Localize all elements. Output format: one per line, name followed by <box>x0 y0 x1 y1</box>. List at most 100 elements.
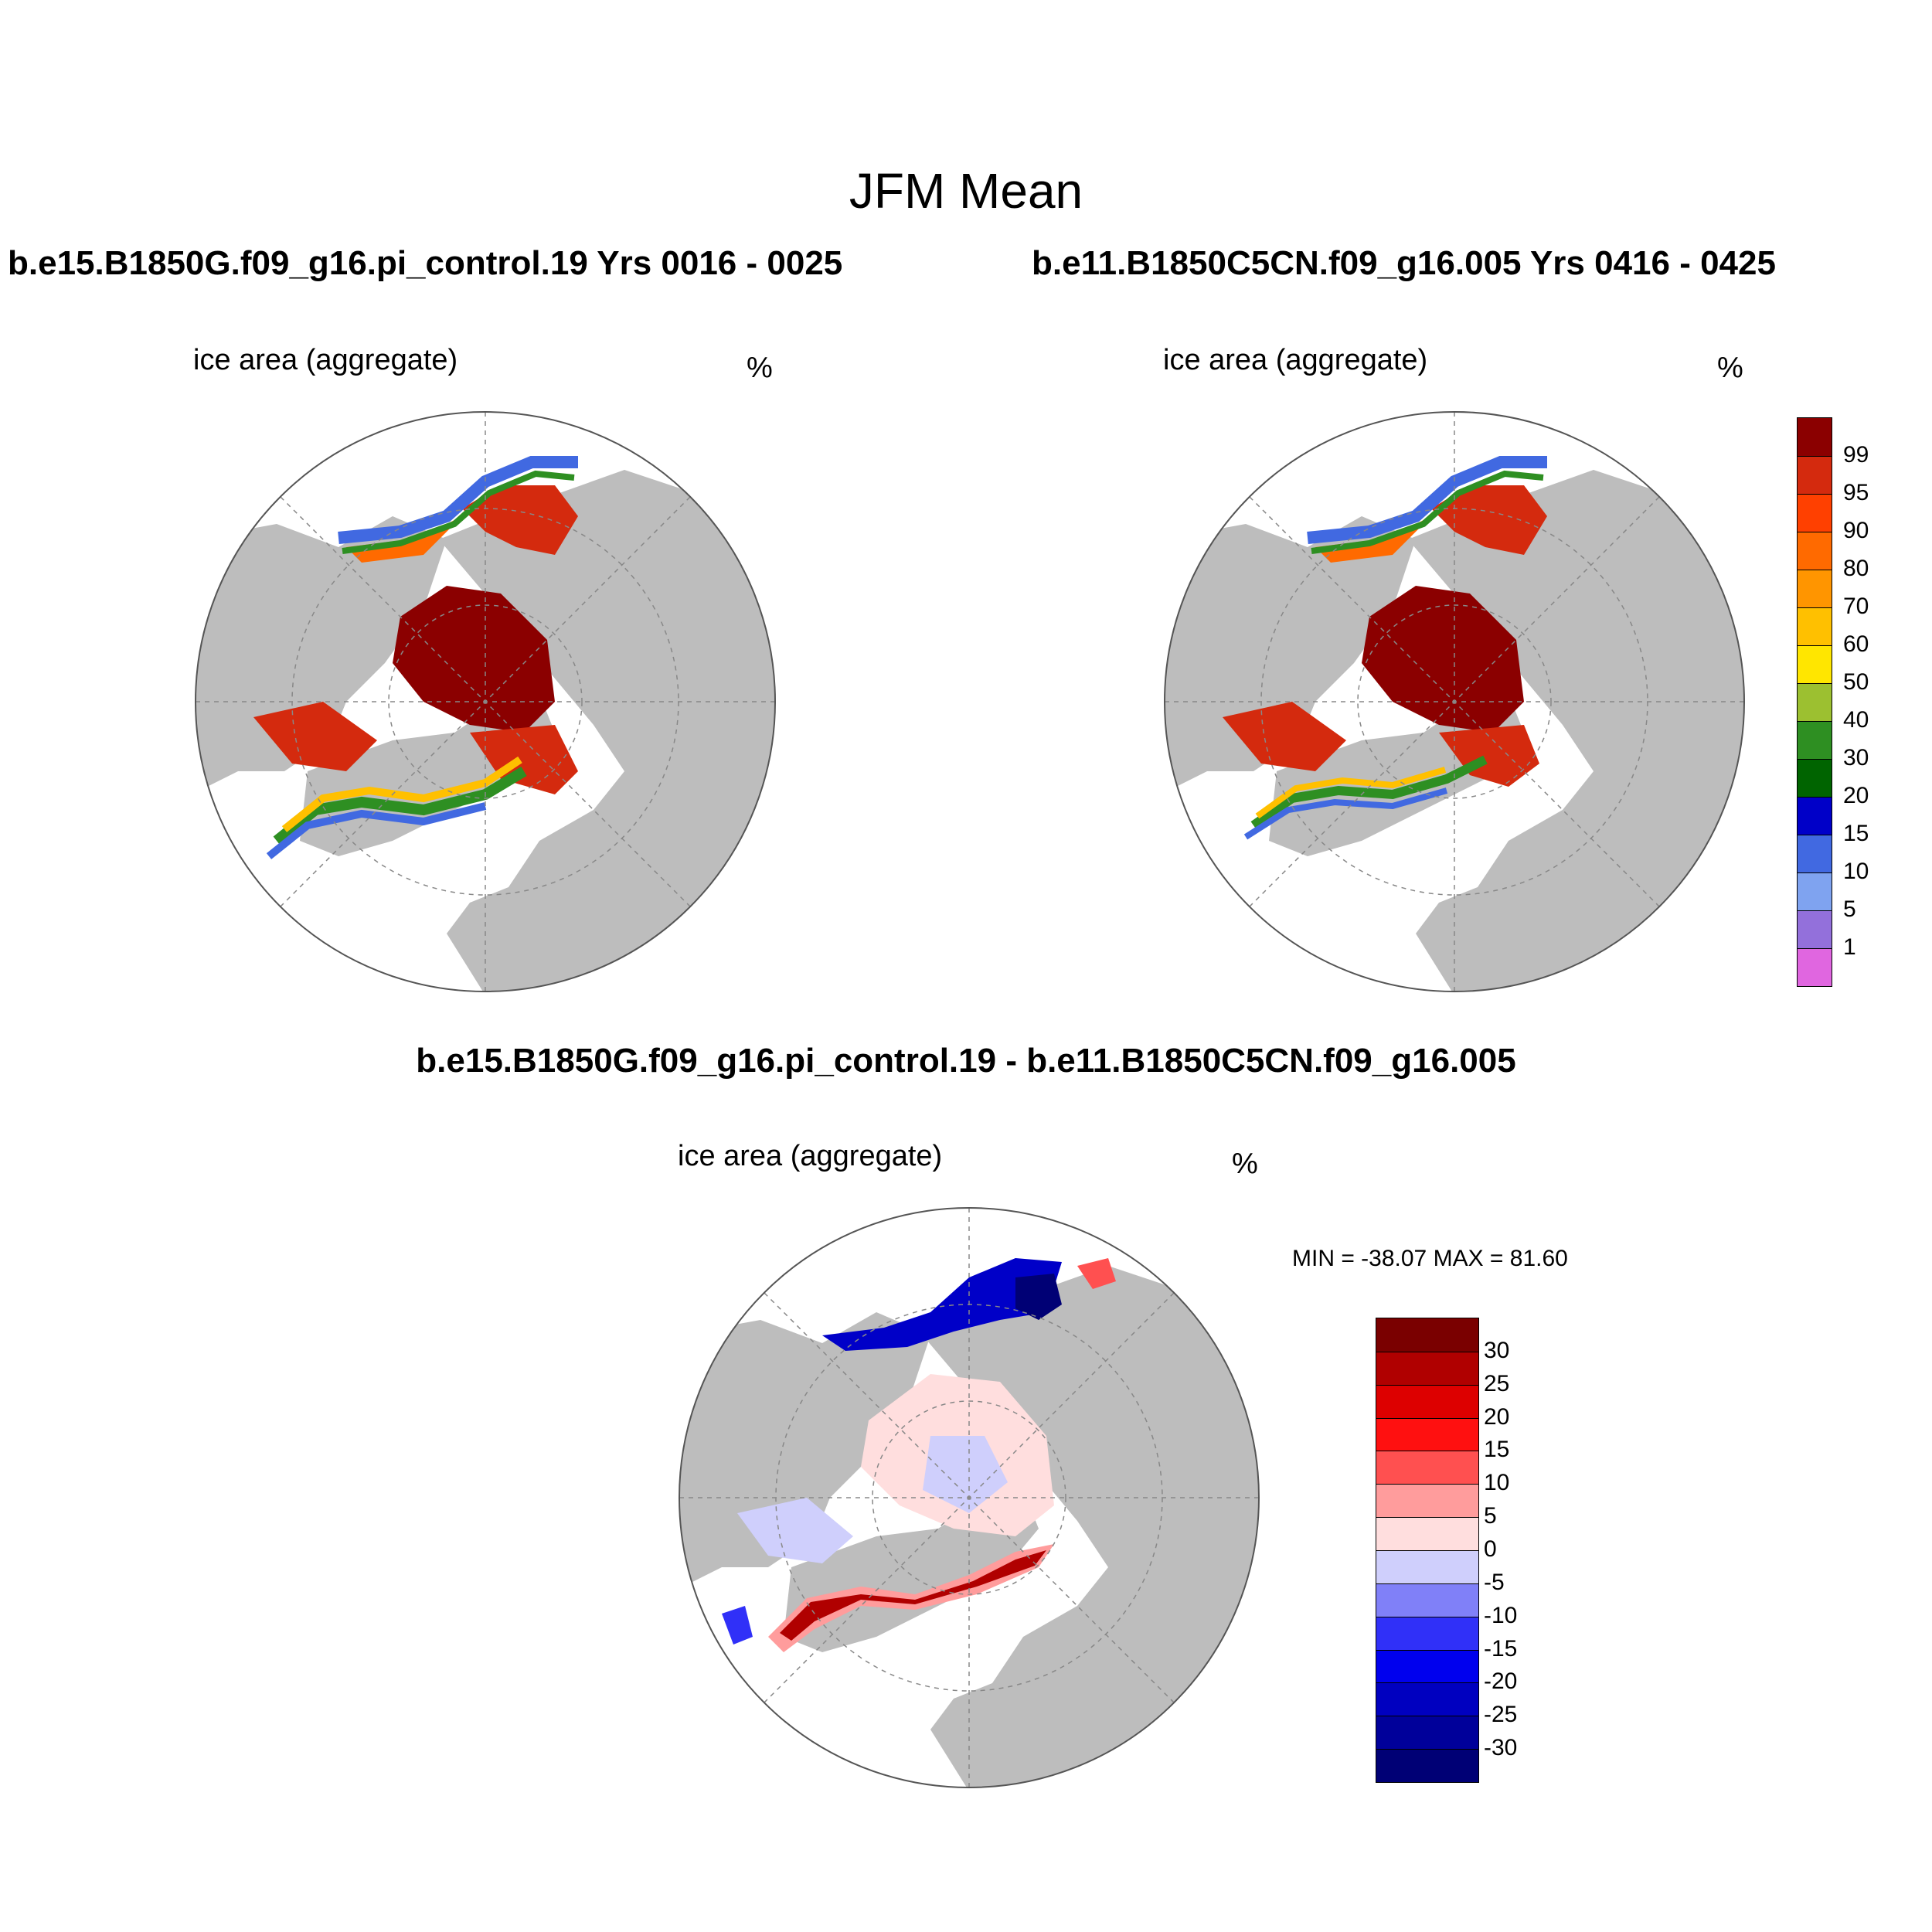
sea-ice-edge <box>1250 755 1488 829</box>
land-mass <box>1408 470 1744 992</box>
land-mass <box>439 470 775 992</box>
colorbar-swatch <box>1798 456 1832 494</box>
colorbar-swatch <box>1376 1384 1478 1418</box>
land-mass <box>1165 516 1416 794</box>
anomaly-region <box>737 1498 853 1563</box>
colorbar-swatch <box>1376 1451 1478 1485</box>
colorbar-swatch <box>1798 683 1832 721</box>
colorbar-swatch <box>1376 1417 1478 1451</box>
sea-ice-region <box>470 725 578 794</box>
difference-polar-map <box>679 1207 1260 1788</box>
colorbar-swatch <box>1376 1318 1478 1352</box>
colorbar-tick-label: 10 <box>1484 1470 1510 1496</box>
colorbar-swatch <box>1798 494 1832 532</box>
colorbar-tick-label: 30 <box>1843 745 1869 770</box>
sea-ice-region <box>1223 702 1346 771</box>
anomaly-region <box>822 1258 1062 1351</box>
colorbar-swatch <box>1376 1484 1478 1518</box>
colorbar-swatch <box>1798 570 1832 607</box>
sea-ice-region <box>253 702 377 771</box>
colorbar-tick-label: 20 <box>1484 1403 1510 1430</box>
colorbar-swatch <box>1376 1682 1478 1716</box>
colorbar-swatch <box>1798 872 1832 910</box>
sea-ice-region <box>1431 485 1547 555</box>
colorbar-swatch <box>1798 645 1832 683</box>
colorbar-tick-label: 50 <box>1843 669 1869 695</box>
land-mass <box>196 516 447 794</box>
difference-colorbar-labels: 30 25 20 15 10 5 0 -5 -10 -15 -20 -25 -30 <box>1484 1318 1546 1781</box>
colorbar-tick-label: 40 <box>1843 707 1869 733</box>
colorbar-swatch <box>1798 797 1832 835</box>
colorbar-tick-label: 90 <box>1843 518 1869 543</box>
colorbar-tick-label: 5 <box>1484 1503 1497 1529</box>
anomaly-region <box>1015 1274 1062 1320</box>
sea-ice-edge <box>273 766 527 845</box>
difference-colorbar <box>1376 1318 1479 1783</box>
colorbar-tick-label: -5 <box>1484 1569 1505 1595</box>
colorbar-tick-label: 20 <box>1843 783 1869 808</box>
sea-ice-region <box>1362 586 1524 733</box>
ice-concentration-colorbar <box>1797 417 1832 987</box>
left-polar-map <box>195 411 776 992</box>
right-variable-label: ice area (aggregate) <box>1163 344 1428 376</box>
colorbar-swatch <box>1376 1749 1478 1782</box>
sea-ice-region <box>393 586 555 733</box>
sea-ice-edge <box>1243 787 1448 840</box>
diff-unit-label: % <box>1232 1148 1258 1180</box>
sea-ice-edge <box>1311 470 1544 554</box>
colorbar-tick-label: -25 <box>1484 1702 1518 1728</box>
anomaly-region <box>780 1550 1046 1641</box>
colorbar-swatch <box>1376 1351 1478 1385</box>
colorbar-tick-label: 70 <box>1843 594 1869 619</box>
colorbar-tick-label: 5 <box>1843 896 1856 922</box>
colorbar-swatch <box>1798 418 1832 456</box>
sea-ice-region <box>346 516 462 563</box>
right-unit-label: % <box>1717 352 1743 384</box>
sea-ice-edge <box>338 456 578 544</box>
sea-ice-region <box>462 485 578 555</box>
sea-ice-edge <box>342 470 575 554</box>
colorbar-tick-label: 1 <box>1843 934 1856 960</box>
colorbar-tick-label: 99 <box>1843 442 1869 468</box>
diff-variable-label: ice area (aggregate) <box>678 1140 943 1172</box>
colorbar-swatch <box>1798 759 1832 797</box>
colorbar-swatch <box>1376 1550 1478 1583</box>
colorbar-swatch <box>1798 948 1832 986</box>
colorbar-swatch <box>1798 721 1832 759</box>
colorbar-tick-label: 0 <box>1484 1536 1497 1562</box>
colorbar-swatch <box>1798 835 1832 872</box>
colorbar-swatch <box>1798 910 1832 948</box>
anomaly-region <box>722 1606 753 1645</box>
colorbar-tick-label: 30 <box>1484 1337 1510 1363</box>
colorbar-swatch <box>1798 607 1832 645</box>
figure-title: JFM Mean <box>849 163 1083 219</box>
colorbar-tick-label: -15 <box>1484 1635 1518 1662</box>
graticule <box>196 412 775 992</box>
colorbar-tick-label: -10 <box>1484 1602 1518 1628</box>
diff-minmax-label: MIN = -38.07 MAX = 81.60 <box>1292 1246 1568 1271</box>
colorbar-tick-label: 60 <box>1843 631 1869 657</box>
sea-ice-region <box>1439 725 1539 787</box>
colorbar-tick-label: 95 <box>1843 480 1869 505</box>
graticule <box>1165 412 1744 992</box>
colorbar-tick-label: -20 <box>1484 1668 1518 1695</box>
colorbar-tick-label: 25 <box>1484 1370 1510 1396</box>
right-case-title: b.e11.B1850C5CN.f09_g16.005 Yrs 0416 - 0… <box>1032 244 1776 282</box>
ice-colorbar-labels: 99 95 90 80 70 60 50 40 30 20 15 10 5 1 <box>1843 417 1889 985</box>
right-polar-map <box>1164 411 1745 992</box>
colorbar-swatch <box>1376 1517 1478 1550</box>
sea-ice-region <box>1315 516 1431 563</box>
colorbar-tick-label: -30 <box>1484 1735 1518 1761</box>
left-variable-label: ice area (aggregate) <box>193 344 458 376</box>
land-mass <box>679 1312 930 1590</box>
left-unit-label: % <box>747 352 773 384</box>
colorbar-tick-label: 15 <box>1843 821 1869 846</box>
colorbar-swatch <box>1376 1716 1478 1750</box>
sea-ice-edge <box>281 756 522 832</box>
difference-title: b.e15.B1850G.f09_g16.pi_control.19 - b.e… <box>416 1042 1516 1080</box>
colorbar-swatch <box>1376 1616 1478 1650</box>
left-case-title: b.e15.B1850G.f09_g16.pi_control.19 Yrs 0… <box>8 244 843 282</box>
colorbar-tick-label: 15 <box>1484 1437 1510 1463</box>
colorbar-tick-label: 80 <box>1843 556 1869 581</box>
anomaly-region <box>768 1544 1054 1652</box>
